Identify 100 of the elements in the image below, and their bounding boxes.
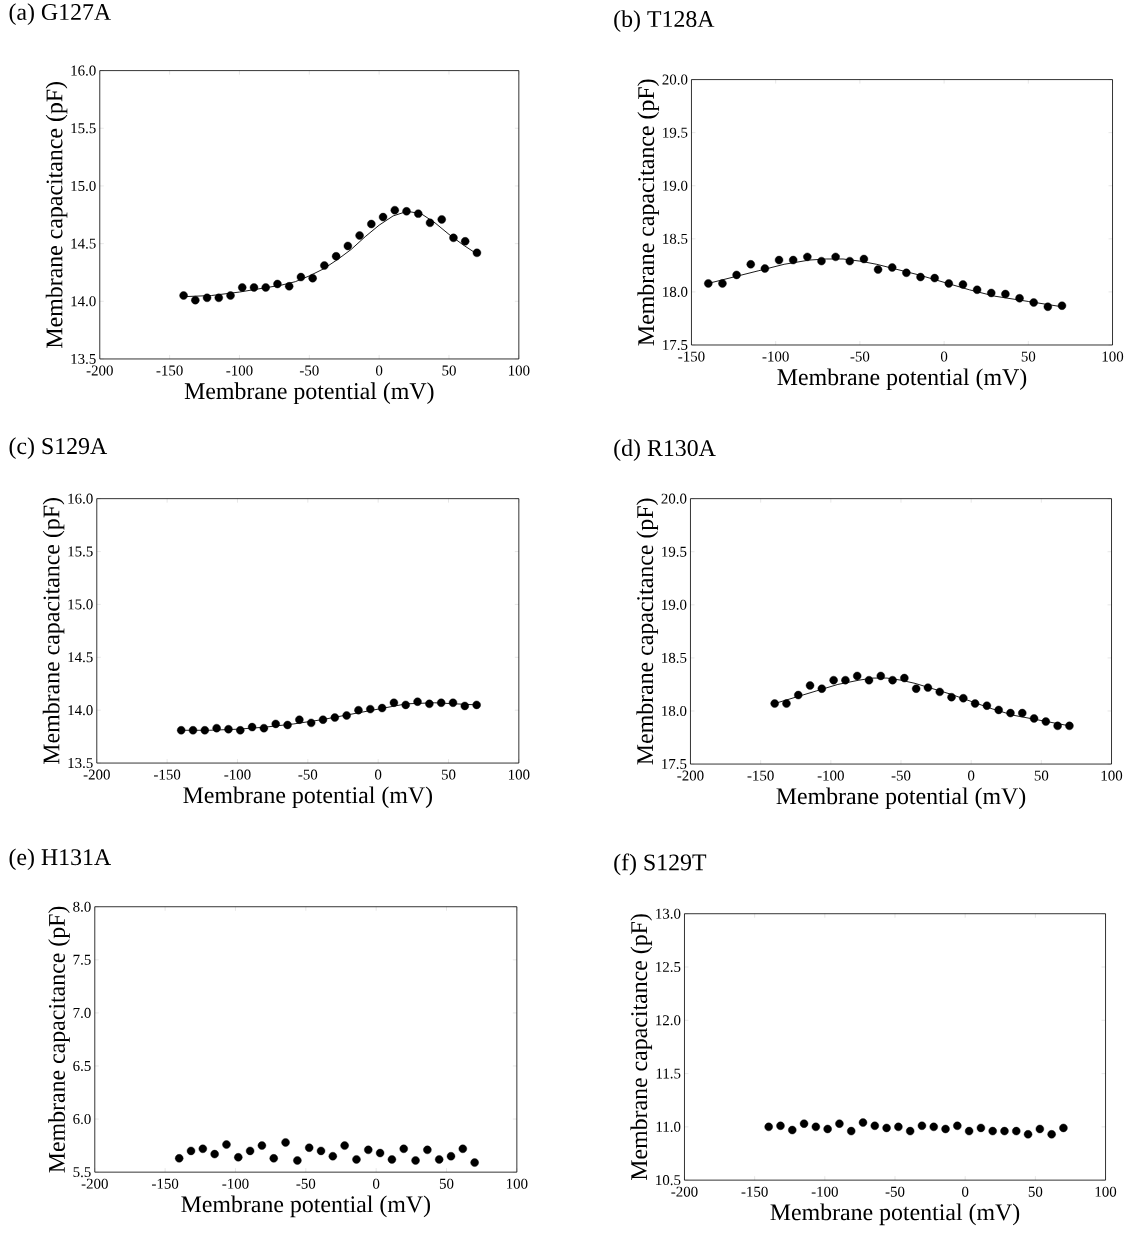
point [340, 1141, 349, 1150]
x-tick-label: 0 [374, 769, 382, 780]
x-axis-title: Membrane potential (mV) [770, 1203, 1019, 1226]
point [799, 1119, 809, 1128]
point [882, 1123, 891, 1133]
x-tick-label: -100 [222, 1178, 249, 1189]
point [986, 288, 996, 298]
point [402, 207, 411, 216]
point [424, 699, 434, 709]
point [472, 700, 481, 710]
point [764, 1122, 773, 1132]
point [292, 1156, 302, 1165]
y-tick-label: 15.5 [71, 123, 96, 134]
x-tick-label: 0 [967, 770, 975, 781]
point [257, 1141, 266, 1150]
point [188, 726, 197, 735]
point [342, 711, 351, 720]
y-tick-label: 18.0 [661, 705, 687, 717]
chart-title: (c) S129A [9, 437, 107, 459]
point [448, 698, 457, 707]
y-axis-title: Membrane capacitance (pF) [42, 498, 65, 764]
x-tick-label: 0 [375, 365, 383, 376]
point [1035, 1124, 1044, 1134]
y-tick-label: 14.0 [71, 296, 96, 307]
y-axis-title: Membrane capacitance (pF) [637, 79, 659, 346]
point [411, 1156, 420, 1165]
x-tick-label: -100 [811, 1186, 838, 1197]
y-axis-title: Membrane capacitance (pF) [45, 82, 68, 348]
x-tick-label: -150 [153, 769, 181, 780]
point [222, 1140, 231, 1149]
point [952, 1121, 962, 1130]
y-tick-label: 12.0 [655, 1015, 681, 1026]
y-tick-label: 20.0 [661, 493, 687, 504]
point [944, 279, 953, 288]
point [422, 1145, 432, 1155]
point [247, 722, 257, 732]
point [319, 261, 329, 270]
x-tick-label: -100 [762, 351, 789, 362]
point [917, 1121, 926, 1130]
point [864, 676, 873, 685]
point [284, 282, 294, 291]
x-tick-label: -150 [151, 1178, 179, 1189]
x-tick-label: -50 [299, 365, 319, 376]
x-tick-label: -150 [678, 351, 705, 362]
point [988, 1126, 997, 1136]
point [389, 698, 398, 707]
point [378, 212, 388, 222]
point [859, 254, 868, 264]
point [858, 1118, 867, 1127]
y-axis-title: Membrane capacitance (pF) [636, 498, 658, 765]
point [200, 726, 209, 735]
y-tick-label: 15.0 [68, 599, 93, 610]
point [226, 291, 235, 300]
x-tick-label: 50 [439, 1178, 454, 1189]
point [1029, 298, 1038, 307]
point [318, 715, 327, 724]
x-tick-label: 50 [441, 769, 456, 780]
point [446, 1152, 455, 1161]
y-tick-label: 20.0 [662, 74, 688, 85]
point [224, 725, 233, 734]
x-tick-label: -150 [156, 365, 183, 376]
point [935, 687, 944, 697]
point [994, 705, 1003, 715]
y-tick-label: 16.0 [71, 65, 96, 76]
point [760, 264, 769, 273]
point [186, 1146, 195, 1156]
x-tick-label: 100 [508, 365, 530, 376]
x-tick-label: -200 [81, 1178, 108, 1189]
x-tick-label: 50 [1028, 1186, 1043, 1197]
point [888, 676, 897, 685]
x-axis-title: Membrane potential (mV) [776, 787, 1025, 810]
x-tick-label: -200 [677, 770, 704, 781]
point [390, 205, 399, 215]
point [901, 268, 911, 277]
point [343, 241, 352, 251]
x-tick-label: -200 [83, 769, 110, 780]
point [449, 233, 458, 243]
x-tick-label: -50 [885, 1186, 905, 1197]
y-tick-label: 7.0 [73, 1007, 91, 1018]
point [460, 237, 470, 246]
point [233, 1153, 243, 1162]
point [893, 1122, 903, 1132]
point [873, 265, 883, 274]
y-tick-label: 13.5 [71, 353, 96, 365]
x-tick-label: 0 [372, 1178, 380, 1189]
x-axis-title: Membrane potential (mV) [183, 786, 432, 809]
x-tick-label: 100 [508, 769, 530, 780]
point [870, 1121, 879, 1130]
point [179, 291, 188, 300]
point [375, 1148, 385, 1158]
point [308, 274, 317, 283]
chart-title: (a) G127A [9, 3, 111, 25]
point [982, 701, 991, 710]
y-tick-label: 5.5 [73, 1167, 91, 1178]
point [436, 698, 446, 707]
point [210, 1149, 219, 1159]
point [387, 1155, 396, 1164]
point [355, 231, 364, 240]
point [923, 683, 932, 692]
point [703, 279, 713, 288]
